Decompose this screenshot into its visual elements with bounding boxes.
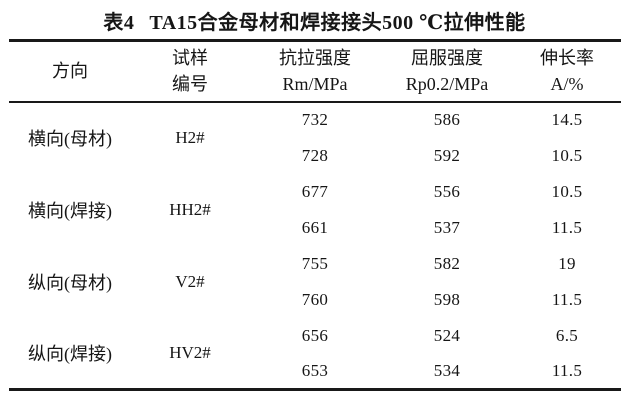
col-header-yield-strength: 屈服强度 Rp0.2/MPa bbox=[381, 40, 513, 103]
value-cell: 19 bbox=[558, 253, 576, 273]
table-row: 横向(母材) H2# 732 586 14.5 bbox=[9, 102, 621, 149]
direction-cell: 横向(焊接) bbox=[28, 200, 112, 221]
header-line: 屈服强度 bbox=[411, 48, 483, 69]
value-cell: 656 bbox=[301, 325, 329, 345]
value-cell: 732 bbox=[301, 110, 329, 129]
table-caption-text: TA15合金母材和焊接接头500 ℃拉伸性能 bbox=[149, 12, 526, 34]
value-cell: 598 bbox=[433, 289, 461, 309]
value-cell: 728 bbox=[301, 145, 329, 165]
value-cell: 760 bbox=[301, 289, 329, 309]
header-line: 伸长率 bbox=[540, 48, 594, 69]
table-row: 661 537 11.5 bbox=[9, 210, 621, 246]
header-line: 试样 bbox=[172, 48, 208, 69]
header-line: Rp0.2/MPa bbox=[405, 74, 489, 95]
value-cell: 6.5 bbox=[555, 325, 579, 345]
sample-id-cell: V2# bbox=[175, 271, 205, 291]
value-cell: 556 bbox=[433, 181, 461, 201]
value-cell: 534 bbox=[433, 360, 461, 380]
value-cell: 755 bbox=[301, 253, 329, 273]
col-header-direction: 方向 bbox=[9, 40, 131, 103]
value-cell: 10.5 bbox=[551, 181, 583, 201]
value-cell: 586 bbox=[433, 110, 461, 129]
tensile-properties-table: 方向 试样 编号 抗拉强度 Rm/MPa 屈服强度 Rp0.2/MPa 伸长率 … bbox=[9, 39, 621, 391]
header-line: 抗拉强度 bbox=[279, 48, 351, 69]
header-line: 方向 bbox=[52, 61, 88, 82]
table-caption: 表4 TA15合金母材和焊接接头500 ℃拉伸性能 bbox=[0, 0, 629, 39]
col-header-elongation: 伸长率 A/% bbox=[513, 40, 621, 103]
table-row: 纵向(母材) V2# 755 582 19 bbox=[9, 246, 621, 293]
col-header-sample-id: 试样 编号 bbox=[131, 40, 249, 103]
header-line: Rm/MPa bbox=[282, 74, 348, 95]
table-row: 760 598 11.5 bbox=[9, 282, 621, 318]
table-row: 纵向(焊接) HV2# 656 524 6.5 bbox=[9, 318, 621, 364]
value-cell: 11.5 bbox=[551, 360, 583, 380]
sample-id-cell: H2# bbox=[175, 128, 205, 147]
direction-cell: 纵向(母材) bbox=[28, 272, 112, 293]
col-header-tensile-strength: 抗拉强度 Rm/MPa bbox=[249, 40, 381, 103]
header-line: 编号 bbox=[172, 74, 208, 95]
header-line: A/% bbox=[550, 74, 584, 95]
sample-id-cell: HH2# bbox=[169, 199, 211, 219]
value-cell: 661 bbox=[301, 217, 329, 237]
value-cell: 537 bbox=[433, 217, 461, 237]
direction-cell: 横向(母材) bbox=[28, 129, 112, 149]
table-row: 653 534 11.5 bbox=[9, 354, 621, 390]
table-row: 横向(焊接) HH2# 677 556 10.5 bbox=[9, 174, 621, 221]
value-cell: 653 bbox=[301, 360, 329, 380]
value-cell: 10.5 bbox=[551, 145, 583, 165]
table-row: 728 592 10.5 bbox=[9, 138, 621, 174]
table-number: 表4 bbox=[103, 12, 135, 34]
value-cell: 677 bbox=[301, 181, 329, 201]
value-cell: 11.5 bbox=[551, 217, 583, 237]
sample-id-cell: HV2# bbox=[169, 342, 211, 362]
direction-cell: 纵向(焊接) bbox=[28, 343, 112, 364]
value-cell: 524 bbox=[433, 325, 461, 345]
value-cell: 592 bbox=[433, 145, 461, 165]
value-cell: 11.5 bbox=[551, 289, 583, 309]
header-row: 方向 试样 编号 抗拉强度 Rm/MPa 屈服强度 Rp0.2/MPa 伸长率 … bbox=[9, 40, 621, 103]
value-cell: 14.5 bbox=[551, 110, 583, 129]
table-header: 方向 试样 编号 抗拉强度 Rm/MPa 屈服强度 Rp0.2/MPa 伸长率 … bbox=[9, 40, 621, 103]
value-cell: 582 bbox=[433, 253, 461, 273]
table-body: 横向(母材) H2# 732 586 14.5 728 592 10.5 横向(焊接) HH2# 6… bbox=[9, 102, 621, 390]
